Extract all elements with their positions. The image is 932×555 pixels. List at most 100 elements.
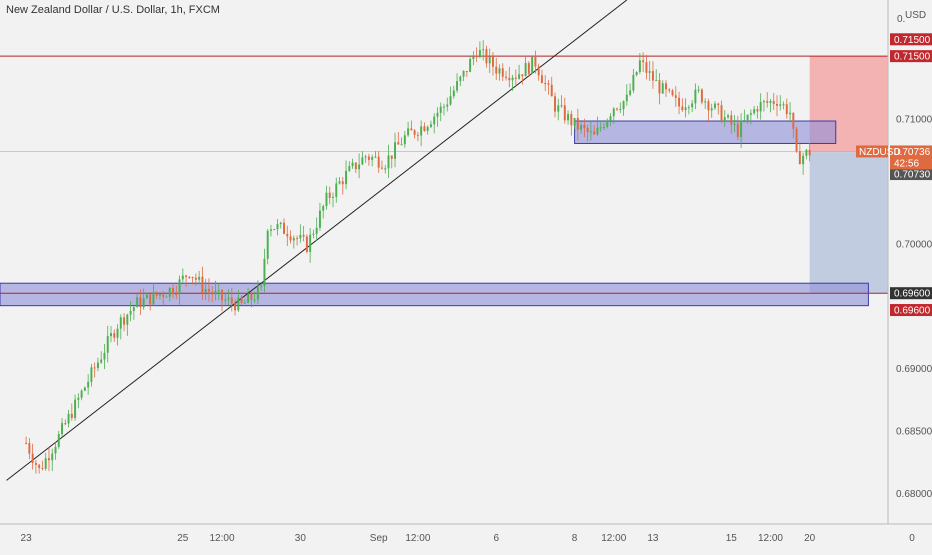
candle — [237, 297, 240, 311]
candle — [25, 442, 28, 444]
candle — [746, 114, 749, 121]
candle — [191, 276, 194, 278]
candle — [400, 144, 403, 146]
symbol-tag[interactable] — [856, 145, 888, 158]
candle — [380, 167, 383, 169]
candle — [263, 258, 266, 286]
candle — [377, 156, 380, 168]
candle — [557, 105, 560, 112]
price-tick-label: 0.68500 — [896, 426, 932, 437]
lower-support-zone[interactable] — [0, 282, 869, 307]
resistance-tag-upper[interactable] — [890, 33, 932, 46]
candle — [250, 293, 253, 300]
candle — [459, 76, 462, 82]
candle — [77, 397, 80, 400]
time-tick-label: 12:00 — [209, 533, 234, 544]
candle — [527, 63, 530, 74]
candle — [387, 155, 390, 169]
candle — [540, 75, 543, 84]
candle — [106, 336, 109, 353]
candle — [651, 71, 654, 81]
take-profit-zone[interactable] — [809, 152, 888, 294]
candle — [103, 352, 106, 360]
candle — [194, 277, 197, 280]
candle — [325, 192, 328, 207]
candle — [299, 234, 302, 239]
candle — [798, 151, 801, 165]
candle — [485, 49, 488, 64]
candle — [795, 128, 798, 152]
candle — [87, 381, 90, 388]
candle — [175, 294, 178, 296]
candle — [625, 94, 628, 102]
candle — [802, 155, 805, 165]
candle — [443, 106, 445, 108]
candle — [678, 97, 681, 107]
candle — [47, 458, 50, 461]
candle — [302, 234, 305, 237]
candle — [508, 77, 511, 81]
candle — [740, 120, 743, 138]
candle — [198, 276, 201, 280]
candle — [397, 142, 400, 145]
candle — [475, 56, 478, 58]
candle — [181, 275, 184, 280]
candle — [495, 66, 498, 74]
candle — [44, 458, 47, 469]
candle — [296, 238, 299, 240]
candle — [335, 183, 338, 197]
candle — [805, 149, 808, 156]
entry-price-tag[interactable] — [890, 168, 932, 181]
candle — [188, 276, 191, 278]
candle — [207, 289, 210, 292]
candle — [358, 164, 361, 170]
candle — [312, 233, 315, 235]
candle — [260, 285, 263, 288]
candle — [243, 302, 246, 304]
candle — [704, 101, 707, 103]
candle — [34, 462, 37, 465]
candle — [563, 105, 566, 121]
candle — [155, 291, 158, 296]
candle — [57, 434, 60, 447]
candle — [629, 90, 632, 95]
candle — [96, 362, 99, 369]
candle — [707, 101, 710, 111]
candle — [247, 293, 250, 303]
candle — [671, 90, 674, 96]
candle — [521, 74, 524, 77]
time-tick-label: 8 — [572, 533, 578, 544]
support-tag-upper[interactable] — [890, 287, 932, 300]
candle — [416, 134, 419, 136]
candle — [433, 116, 436, 125]
candle — [54, 446, 57, 454]
candle — [531, 56, 534, 74]
candle — [426, 126, 429, 131]
candle — [661, 83, 664, 94]
candle — [762, 101, 765, 103]
candle — [51, 453, 54, 461]
candle — [70, 413, 73, 419]
support-tag[interactable] — [890, 304, 932, 317]
candle — [142, 298, 145, 308]
candle — [178, 279, 181, 295]
resistance-tag[interactable] — [890, 50, 932, 63]
candle — [749, 113, 752, 115]
candle — [126, 314, 129, 325]
countdown-text: 42:56 — [894, 158, 919, 169]
current-price-tag[interactable] — [890, 145, 932, 170]
time-tick-label: 12:00 — [758, 533, 783, 544]
upper-support-zone[interactable] — [574, 120, 837, 144]
candle — [436, 112, 439, 117]
candle — [217, 290, 220, 292]
candle — [90, 367, 93, 382]
candle — [743, 120, 746, 122]
candle — [554, 96, 556, 112]
time-tick-label: 12:00 — [405, 533, 430, 544]
candle — [616, 108, 619, 110]
candle — [501, 68, 504, 77]
candle — [224, 299, 227, 301]
candle — [759, 101, 762, 112]
